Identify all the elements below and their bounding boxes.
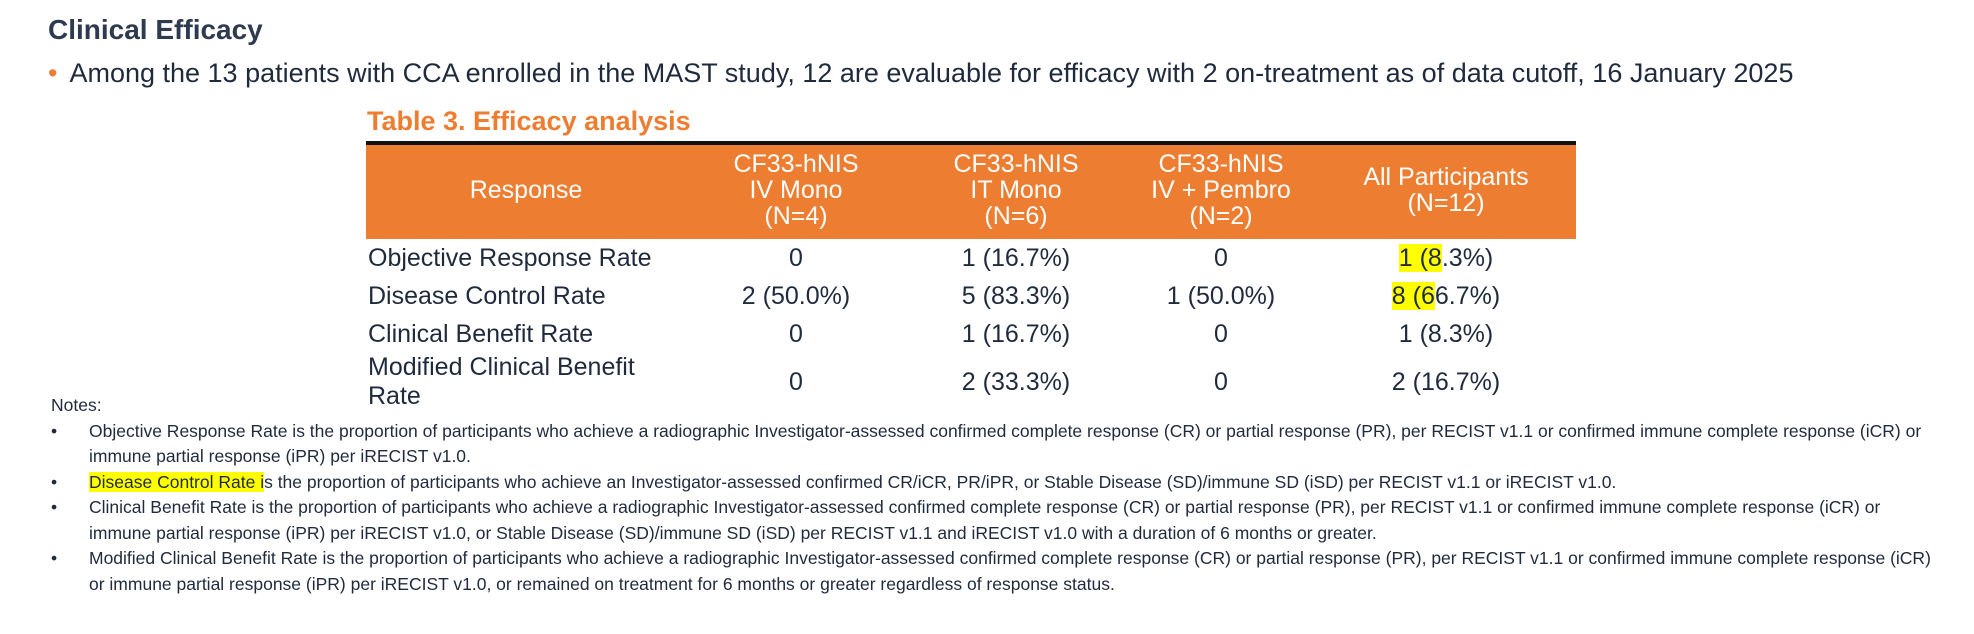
cell-iv-pembro: 0 — [1214, 243, 1228, 272]
table-title: Table 3. Efficacy analysis — [367, 106, 691, 136]
cell-iv-mono: 0 — [789, 319, 803, 348]
row-label: Clinical Benefit Rate — [368, 319, 594, 348]
header-response: Response — [366, 145, 686, 239]
bullet-dot-icon: • — [51, 471, 58, 492]
bullet-dot-icon: • — [51, 548, 58, 568]
cell-it-mono: 1 (16.7%) — [961, 319, 1071, 348]
header-it-mono: CF33-hNIS IT Mono (N=6) — [906, 145, 1126, 239]
cell-iv-mono: 0 — [789, 243, 803, 272]
bullet-dot-icon: • — [51, 420, 58, 441]
table-row: Clinical Benefit Rate 0 1 (16.7%) 0 1 (8… — [366, 315, 1576, 353]
cell-it-mono: 5 (83.3%) — [961, 281, 1071, 310]
notes-heading: Notes: — [51, 395, 102, 415]
cell-iv-pembro: 0 — [1214, 319, 1228, 348]
highlighted-text: 8 (6 — [1391, 281, 1435, 310]
intro-bullet: • Among the 13 patients with CCA enrolled… — [48, 58, 1958, 89]
list-item: • Objective Response Rate is the proport… — [51, 419, 1931, 470]
intro-text: Among the 13 patients with CCA enrolled … — [69, 58, 1794, 88]
table-header-row: Response CF33-hNIS IV Mono (N=4) CF33-hNIS… — [366, 145, 1576, 239]
note-text: Clinical Benefit Rate is the proportion … — [89, 497, 1881, 543]
list-item: • Clinical Benefit Rate is the proportio… — [51, 495, 1931, 546]
cell-all-participants: 8 (66.7%) — [1391, 281, 1501, 310]
table-row: Disease Control Rate 2 (50.0%) 5 (83.3%)… — [366, 277, 1576, 315]
cell-iv-pembro: 1 (50.0%) — [1166, 281, 1276, 310]
list-item: • Disease Control Rate is the proportion… — [51, 470, 1931, 496]
note-text: Modified Clinical Benefit Rate is the pr… — [89, 548, 1931, 594]
slide-title: Clinical Efficacy — [48, 14, 263, 45]
header-iv-pembro: CF33-hNIS IV + Pembro (N=2) — [1126, 145, 1316, 239]
table-row: Modified Clinical Benefit Rate 0 2 (33.3… — [366, 353, 1576, 411]
cell-it-mono: 2 (33.3%) — [961, 367, 1071, 396]
header-all-participants: All Participants (N=12) — [1316, 145, 1576, 239]
row-label: Objective Response Rate — [368, 243, 652, 272]
table-row: Objective Response Rate 0 1 (16.7%) 0 1 … — [366, 239, 1576, 277]
note-text: s the proportion of participants who ach… — [264, 471, 1617, 492]
cell-all-participants: 1 (8.3%) — [1398, 243, 1494, 272]
highlighted-text: 1 (8 — [1398, 243, 1442, 272]
efficacy-table: Response CF33-hNIS IV Mono (N=4) CF33-hNIS… — [366, 141, 1576, 411]
row-label: Modified Clinical Benefit Rate — [368, 353, 635, 410]
cell-it-mono: 1 (16.7%) — [961, 243, 1071, 272]
table-top-rule — [366, 141, 1576, 145]
bullet-dot-icon: • — [48, 58, 58, 88]
cell-all-participants: 1 (8.3%) — [1398, 319, 1494, 348]
bullet-dot-icon: • — [51, 497, 58, 517]
notes-list: • Objective Response Rate is the proport… — [51, 419, 1931, 598]
highlighted-text: Disease Control Rate i — [89, 471, 265, 492]
cell-iv-pembro: 0 — [1214, 367, 1228, 396]
row-label: Disease Control Rate — [368, 281, 606, 310]
cell-iv-mono: 0 — [789, 367, 803, 396]
cell-iv-mono: 2 (50.0%) — [741, 281, 851, 310]
note-text: Objective Response Rate is the proportio… — [89, 420, 1922, 467]
cell-all-participants: 2 (16.7%) — [1391, 367, 1501, 396]
header-iv-mono: CF33-hNIS IV Mono (N=4) — [686, 145, 906, 239]
list-item: • Modified Clinical Benefit Rate is the … — [51, 546, 1931, 597]
notes-section: Notes: • Objective Response Rate is the … — [51, 393, 1931, 597]
